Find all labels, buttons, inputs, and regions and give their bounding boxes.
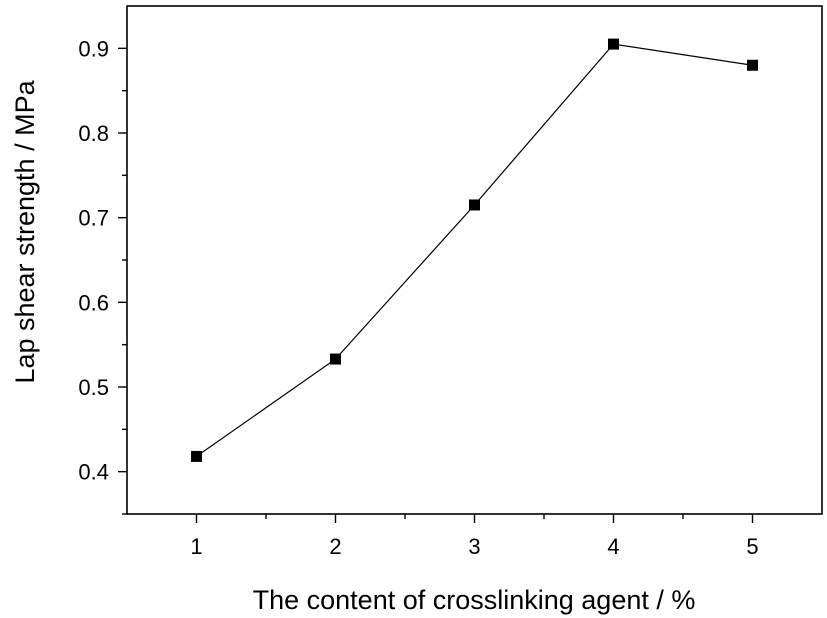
y-tick-label: 0.6 bbox=[78, 290, 109, 315]
y-tick-label: 0.9 bbox=[78, 36, 109, 61]
series-line bbox=[196, 43, 753, 457]
y-tick-label: 0.4 bbox=[78, 460, 109, 485]
x-tick-label: 2 bbox=[329, 534, 341, 559]
data-point bbox=[469, 199, 480, 211]
x-tick-label: 5 bbox=[746, 534, 758, 559]
y-axis-title: Lap shear strength / MPa bbox=[10, 79, 40, 383]
plot-frame bbox=[126, 5, 823, 515]
y-tick-label: 0.8 bbox=[78, 121, 109, 146]
x-axis: 1 2 3 4 5 bbox=[190, 514, 759, 559]
data-point bbox=[191, 450, 202, 462]
y-axis: 0.4 0.5 0.6 0.7 0.8 0.9 bbox=[78, 36, 127, 515]
x-tick-label: 3 bbox=[468, 534, 480, 559]
data-point bbox=[608, 38, 619, 50]
x-axis-title: The content of crosslinking agent / % bbox=[253, 585, 696, 615]
x-tick-label: 1 bbox=[190, 534, 202, 559]
y-tick-label: 0.7 bbox=[78, 206, 109, 231]
x-tick-label: 4 bbox=[607, 534, 619, 559]
data-point bbox=[747, 59, 758, 71]
data-point bbox=[330, 353, 341, 365]
series-group bbox=[191, 38, 758, 462]
y-tick-label: 0.5 bbox=[78, 375, 109, 400]
